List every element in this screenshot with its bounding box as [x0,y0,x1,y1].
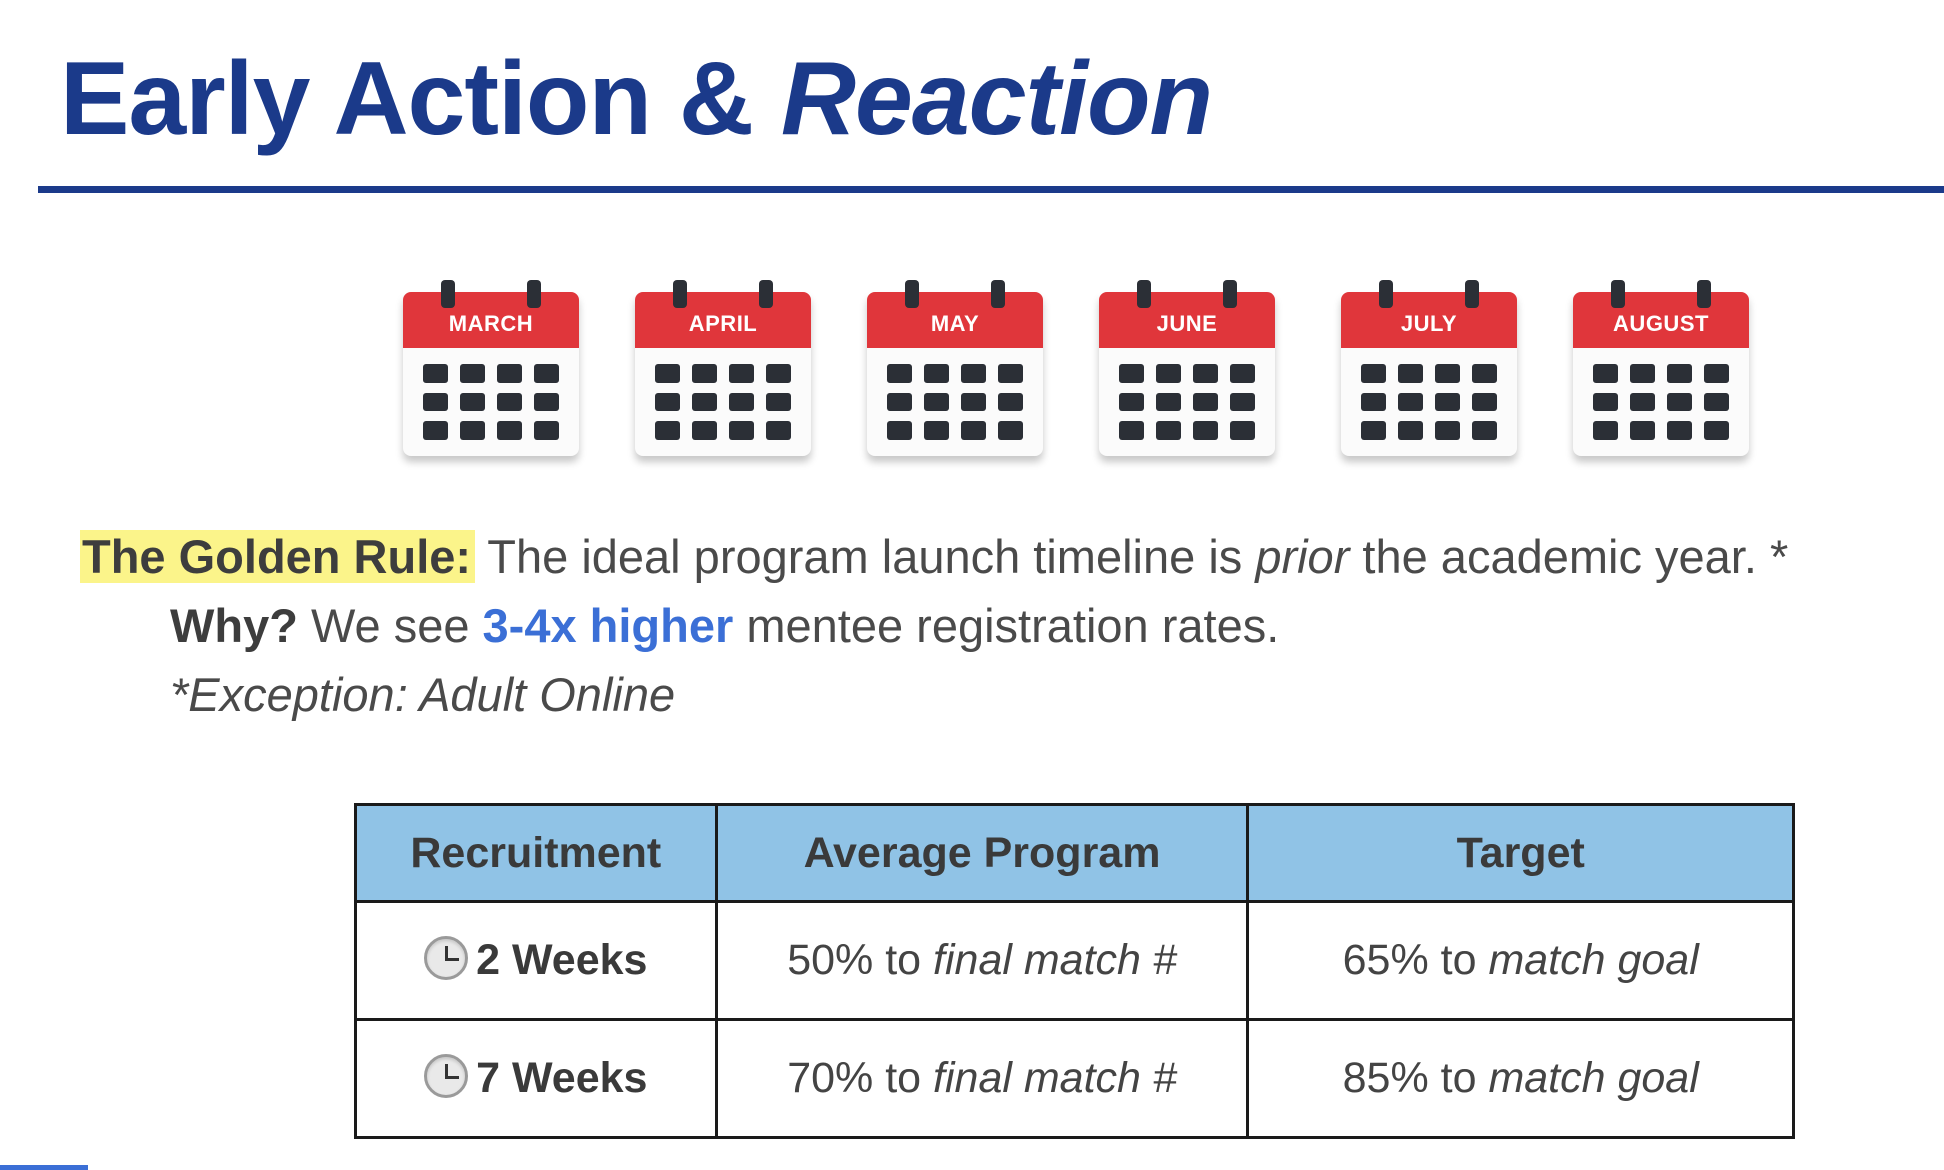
target-cell: 65% to match goal [1246,900,1795,1021]
rate-highlight: 3-4x higher [482,599,734,652]
calendar-month-label: APRIL [635,292,811,348]
golden-rule-statement: The Golden Rule: The ideal program launc… [80,530,1789,583]
clock-icon [424,936,469,980]
column-header-average-program: Average Program [714,803,1250,903]
calendar-month-label: AUGUST [1573,292,1749,348]
calendar-august-icon: AUGUST [1573,280,1749,456]
target-cell: 85% to match goal [1246,1018,1795,1139]
golden-rule-section: The Golden Rule: The ideal program launc… [80,522,1920,729]
calendar-april-icon: APRIL [635,280,811,456]
table-row: 2 Weeks 50% to final match # 65% to matc… [354,900,1795,1021]
calendar-month-label: JULY [1341,292,1517,348]
title-emphasis: Reaction [780,41,1213,157]
why-statement: Why? We see 3-4x higher mentee registrat… [170,599,1280,652]
calendar-june-icon: JUNE [1099,280,1275,456]
table-header-row: Recruitment Average Program Target [354,803,1795,903]
calendar-july-icon: JULY [1341,280,1517,456]
calendar-month-label: JUNE [1099,292,1275,348]
table-row: 7 Weeks 70% to final match # 85% to matc… [354,1018,1795,1139]
golden-rule-label: The Golden Rule: [80,530,476,583]
average-program-cell: 70% to final match # [714,1018,1250,1139]
calendar-may-icon: MAY [867,280,1043,456]
calendar-month-label: MARCH [403,292,579,348]
calendar-march-icon: MARCH [403,280,579,456]
page-title: Early Action & Reaction [60,40,1213,159]
why-label: Why? [170,599,298,652]
recruitment-table: Recruitment Average Program Target 2 Wee… [354,803,1795,1139]
title-divider [38,186,1944,193]
recruitment-cell: 2 Weeks [354,900,718,1021]
calendar-row: MARCH APRIL MAY JUNE JULY [400,280,1780,470]
average-program-cell: 50% to final match # [714,900,1250,1021]
clock-icon [424,1054,469,1098]
calendar-month-label: MAY [867,292,1043,348]
column-header-target: Target [1246,803,1795,903]
title-main: Early Action & [60,41,781,157]
recruitment-cell: 7 Weeks [354,1018,718,1139]
exception-note: *Exception: Adult Online [170,668,676,721]
slide-progress-mark [0,1165,88,1170]
column-header-recruitment: Recruitment [354,803,718,903]
